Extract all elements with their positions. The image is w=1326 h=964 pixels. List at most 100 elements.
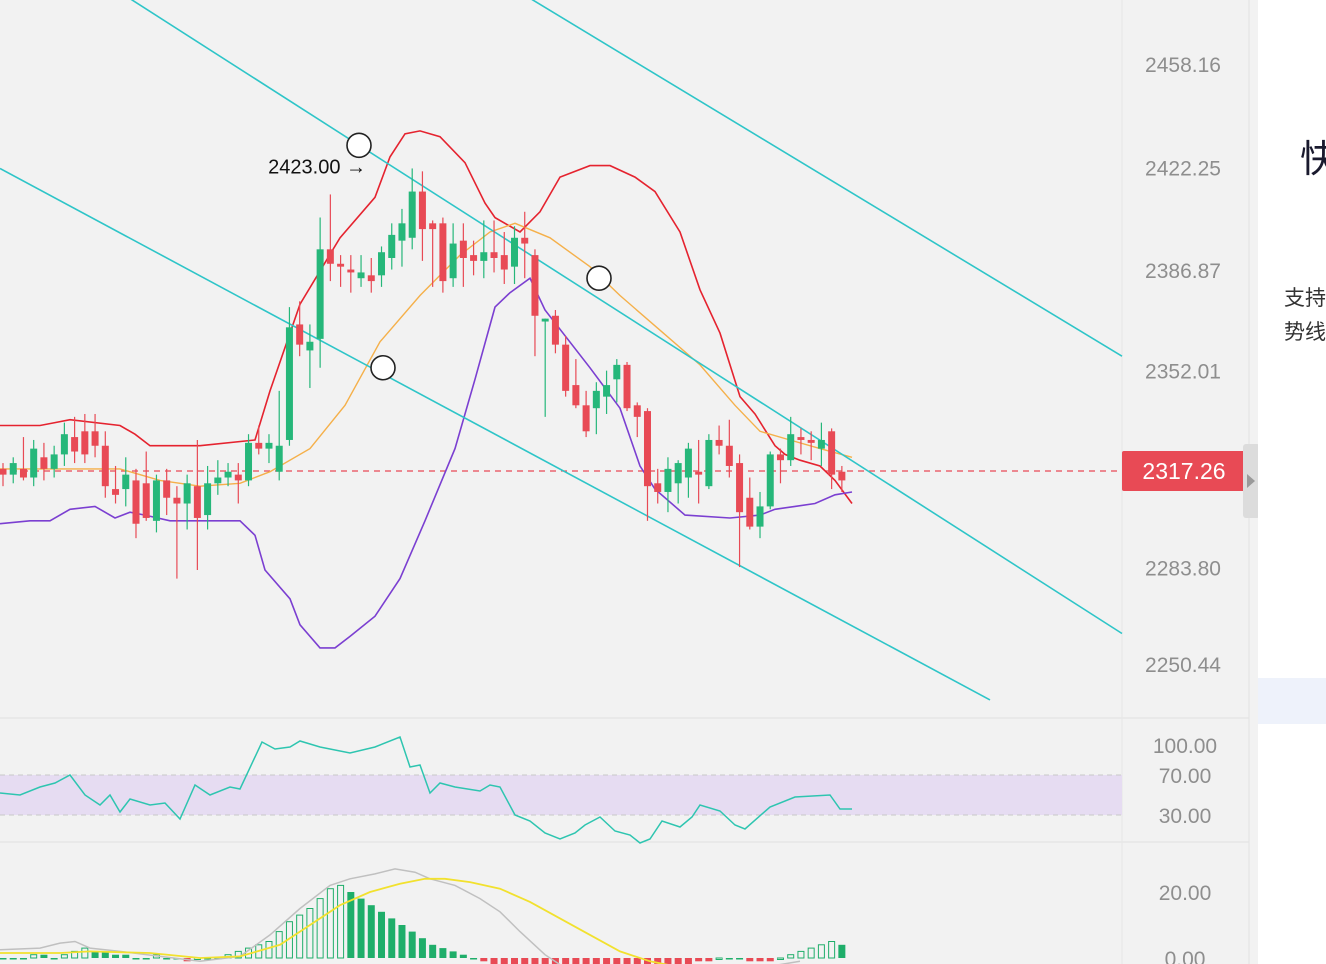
- macd-bar: [572, 958, 580, 964]
- candle: [470, 255, 478, 261]
- chevron-right-icon: [1247, 474, 1255, 488]
- candle: [275, 445, 283, 472]
- candle: [766, 454, 774, 507]
- macd-bar: [664, 958, 672, 964]
- macd-bar: [378, 911, 386, 958]
- macd-bar: [142, 958, 150, 960]
- side-panel-text-line1: 支持: [1284, 286, 1326, 310]
- macd-bar: [9, 958, 17, 960]
- rsi-band: [0, 775, 1122, 815]
- candle: [695, 471, 703, 475]
- macd-bar: [531, 958, 539, 964]
- side-panel-highlight: [1258, 678, 1326, 724]
- price-axis-tick: 2250.44: [1145, 654, 1221, 677]
- candle: [306, 341, 314, 351]
- touch-point-marker: [370, 354, 396, 381]
- candle: [449, 243, 457, 279]
- macd-bar: [101, 951, 109, 958]
- candle: [234, 474, 242, 481]
- candle: [30, 448, 38, 478]
- bollinger-upper: [0, 130, 853, 504]
- macd-bar: [592, 958, 600, 964]
- candle: [81, 431, 89, 455]
- channel-line: [130, 0, 1123, 635]
- side-panel-title: 快: [1300, 137, 1326, 181]
- macd-bar: [684, 958, 692, 964]
- macd-bar: [122, 954, 130, 958]
- macd-bar: [388, 918, 396, 958]
- candle: [204, 483, 212, 516]
- panel-collapse-handle[interactable]: [1243, 444, 1260, 518]
- macd-bar: [490, 958, 498, 964]
- macd-bar: [480, 958, 488, 962]
- candle: [388, 234, 396, 258]
- macd-bar: [521, 958, 529, 964]
- price-axis-tick: 2386.87: [1145, 260, 1221, 283]
- candle: [797, 437, 805, 440]
- candle: [71, 437, 79, 452]
- macd-bar: [30, 954, 38, 959]
- side-panel-text-line2: 势线: [1284, 320, 1326, 344]
- candle: [91, 431, 99, 446]
- candle: [316, 249, 324, 339]
- candle: [480, 252, 488, 261]
- candle: [674, 463, 682, 484]
- candle: [40, 457, 48, 469]
- macd-dea-line: [0, 877, 669, 964]
- candle: [521, 237, 529, 244]
- candle: [643, 411, 651, 487]
- candle: [541, 318, 549, 322]
- macd-bar: [316, 898, 324, 959]
- macd-bar: [756, 958, 764, 962]
- price-axis-tick: 2422.25: [1145, 158, 1221, 181]
- macd-bar: [163, 958, 171, 960]
- macd-bar: [541, 958, 549, 964]
- macd-bar: [807, 947, 815, 959]
- macd-bar: [81, 947, 89, 959]
- candle: [9, 463, 17, 475]
- macd-bar: [0, 958, 7, 960]
- macd-bar: [500, 958, 508, 964]
- rsi-axis-tick: 70.00: [1159, 765, 1212, 788]
- candle: [838, 471, 846, 481]
- candle: [255, 442, 263, 449]
- macd-bar: [132, 958, 140, 960]
- macd-bar: [429, 944, 437, 958]
- macd-bar: [112, 954, 120, 958]
- macd-bar: [828, 941, 836, 959]
- candle: [378, 252, 386, 276]
- candle: [603, 385, 611, 397]
- rsi-line: [0, 736, 852, 844]
- candle: [623, 364, 631, 409]
- candle: [828, 431, 836, 475]
- candle: [357, 272, 365, 279]
- candle: [654, 483, 662, 492]
- macd-bar: [265, 941, 273, 959]
- candle: [562, 344, 570, 391]
- macd-bar: [715, 957, 723, 960]
- macd-bar: [60, 954, 68, 959]
- candle: [183, 483, 191, 504]
- candle: [112, 489, 120, 495]
- current-price-label: 2317.26: [1142, 458, 1225, 484]
- candle: [736, 463, 744, 513]
- candle: [633, 405, 641, 417]
- macd-bar: [418, 938, 426, 958]
- candle: [214, 477, 222, 484]
- candle: [122, 474, 130, 490]
- macd-bar: [470, 958, 478, 960]
- candle: [817, 439, 825, 449]
- candle: [408, 191, 416, 238]
- candle: [193, 486, 201, 518]
- macd-bar: [357, 898, 365, 958]
- macd-bar: [562, 958, 570, 964]
- macd-bar: [582, 958, 590, 964]
- macd-bar: [746, 958, 754, 962]
- candle: [173, 497, 181, 504]
- macd-bar: [459, 954, 467, 958]
- candle: [705, 439, 713, 487]
- candle: [101, 445, 109, 487]
- macd-axis-tick: 0.00: [1165, 948, 1206, 964]
